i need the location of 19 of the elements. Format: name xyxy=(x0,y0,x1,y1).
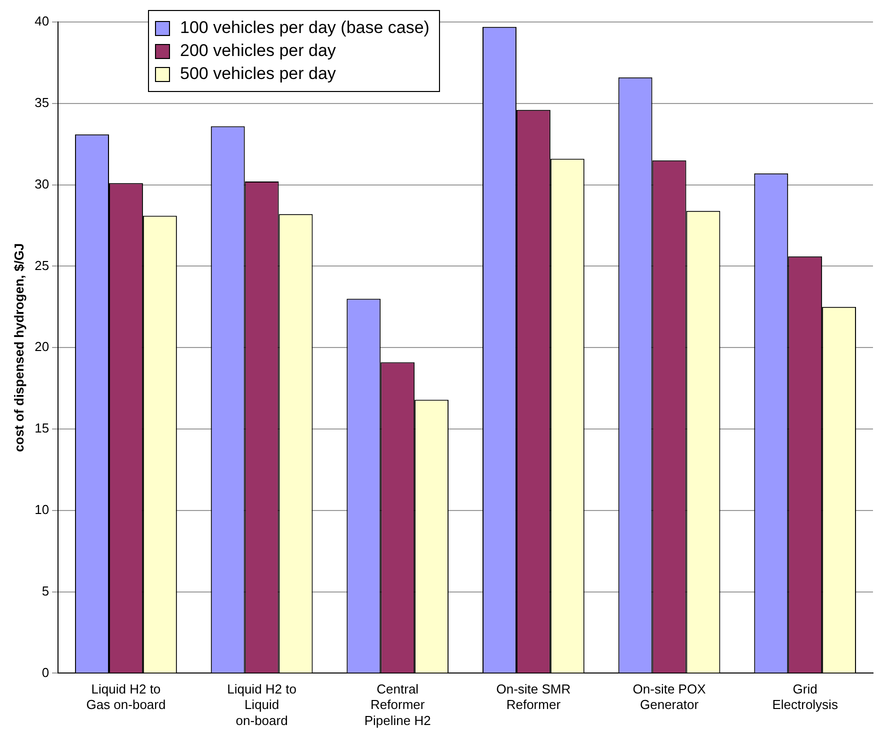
y-tick-label: 20 xyxy=(34,339,50,354)
x-tick-label: On-site SMR Reformer xyxy=(496,682,571,712)
y-tick-label: 35 xyxy=(34,94,50,110)
y-tick-label: 0 xyxy=(42,664,50,680)
y-tick-label: 30 xyxy=(34,176,50,192)
y-tick-label: 10 xyxy=(34,502,50,517)
x-tick-label: On-site POX Generator xyxy=(632,682,706,712)
y-axis-title: cost of dispensed hydrogen, $/GJ xyxy=(11,243,26,452)
x-tick-label: Liquid H2 to Liquid on-board xyxy=(227,682,296,728)
x-tick-label: Central Reformer Pipeline H2 xyxy=(364,682,431,728)
legend-label: 200 vehicles per day xyxy=(180,41,336,61)
legend-label: 100 vehicles per day (base case) xyxy=(180,18,430,38)
x-tick-label: Grid Electrolysis xyxy=(772,682,838,712)
x-tick-label: Liquid H2 to Gas on-board xyxy=(86,682,166,712)
y-tick-label: 15 xyxy=(34,420,50,436)
y-tick-label: 25 xyxy=(34,258,50,273)
y-tick-label: 40 xyxy=(34,14,50,29)
y-tick-label: 5 xyxy=(42,583,50,598)
legend-label: 500 vehicles per day xyxy=(180,64,336,84)
